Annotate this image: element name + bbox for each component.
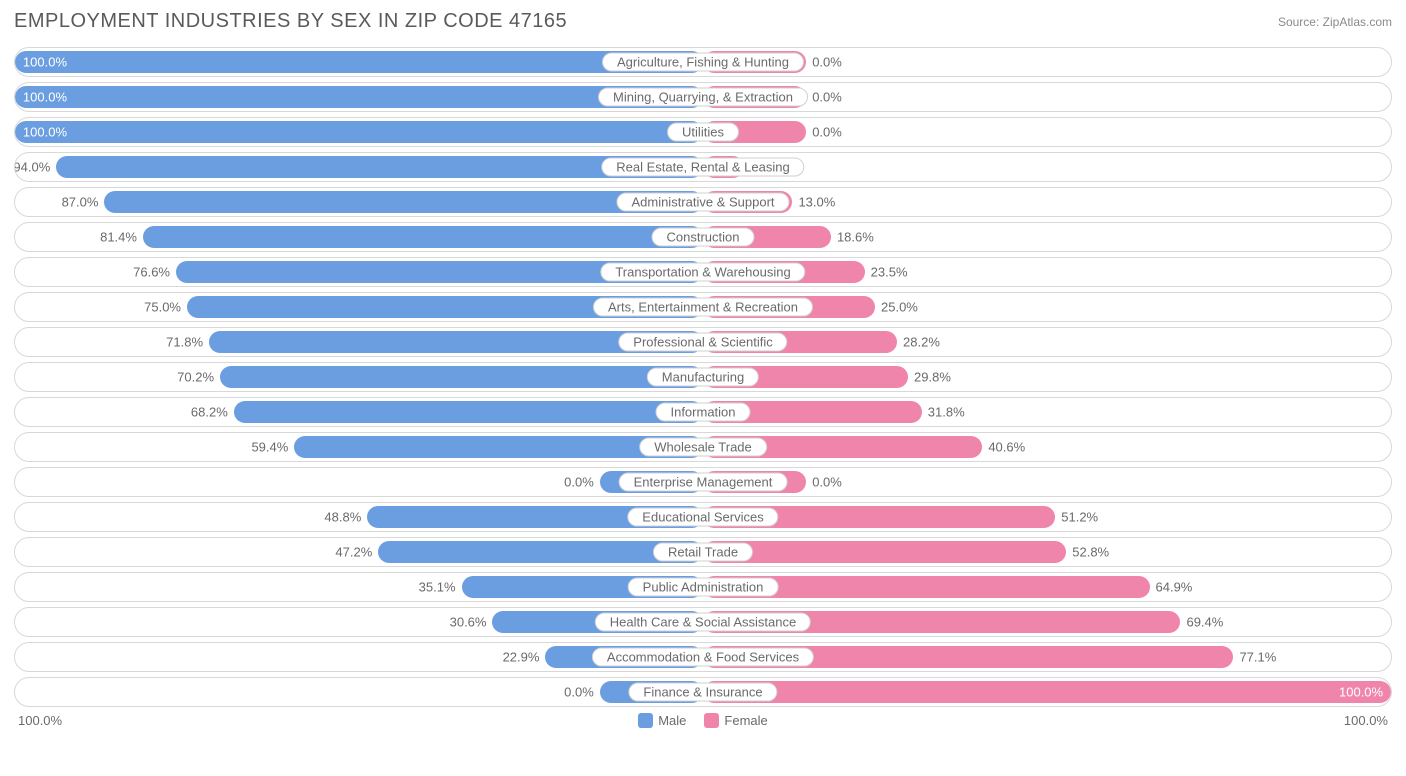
legend-female-label: Female (724, 713, 767, 728)
category-label: Information (655, 403, 750, 422)
chart-row: 30.6% 69.4% Health Care & Social Assistanc… (14, 607, 1392, 637)
female-value: 23.5% (871, 265, 908, 280)
male-value: 0.0% (564, 685, 594, 700)
male-value: 87.0% (62, 195, 99, 210)
female-value: 0.0% (812, 90, 842, 105)
male-value: 59.4% (251, 440, 288, 455)
legend-male: Male (638, 713, 686, 728)
axis-right-label: 100.0% (1344, 713, 1388, 728)
legend-female-swatch (704, 713, 719, 728)
category-label: Administrative & Support (616, 193, 789, 212)
male-bar (15, 51, 703, 73)
chart-legend: Male Female (638, 713, 768, 728)
male-value: 30.6% (450, 615, 487, 630)
chart-title: EMPLOYMENT INDUSTRIES BY SEX IN ZIP CODE… (14, 10, 567, 33)
category-label: Public Administration (628, 578, 779, 597)
chart-row: 35.1% 64.9% Public Administration (14, 572, 1392, 602)
male-value: 71.8% (166, 335, 203, 350)
chart-row: 81.4% 18.6% Construction (14, 222, 1392, 252)
chart-header: EMPLOYMENT INDUSTRIES BY SEX IN ZIP CODE… (14, 10, 1392, 33)
category-label: Health Care & Social Assistance (595, 613, 811, 632)
male-bar (143, 226, 703, 248)
chart-row: 100.0% 0.0% Mining, Quarrying, & Extractio… (14, 82, 1392, 112)
female-bar (703, 681, 1391, 703)
male-value: 0.0% (564, 475, 594, 490)
category-label: Educational Services (627, 508, 778, 527)
category-label: Utilities (667, 123, 739, 142)
chart-row: 94.0%6.0%Real Estate, Rental & Leasing (14, 152, 1392, 182)
male-value: 81.4% (100, 230, 137, 245)
female-value: 31.8% (928, 405, 965, 420)
legend-male-swatch (638, 713, 653, 728)
category-label: Finance & Insurance (628, 683, 777, 702)
chart-row: 0.0% 0.0% Enterprise Management (14, 467, 1392, 497)
chart-row: 48.8% 51.2% Educational Services (14, 502, 1392, 532)
female-value: 28.2% (903, 335, 940, 350)
category-label: Enterprise Management (619, 473, 788, 492)
category-label: Arts, Entertainment & Recreation (593, 298, 813, 317)
axis-left-label: 100.0% (18, 713, 62, 728)
male-value: 76.6% (133, 265, 170, 280)
female-value: 40.6% (988, 440, 1025, 455)
female-value: 0.0% (812, 55, 842, 70)
male-value: 22.9% (503, 650, 540, 665)
category-label: Real Estate, Rental & Leasing (601, 158, 804, 177)
male-value: 35.1% (419, 580, 456, 595)
category-label: Professional & Scientific (618, 333, 787, 352)
male-value: 47.2% (335, 545, 372, 560)
chart-row: 100.0% 0.0% Agriculture, Fishing & Hunting (14, 47, 1392, 77)
chart-row: 87.0% 13.0% Administrative & Support (14, 187, 1392, 217)
male-bar (220, 366, 703, 388)
chart-row: 47.2% 52.8% Retail Trade (14, 537, 1392, 567)
male-bar (234, 401, 703, 423)
male-value: 100.0% (23, 90, 67, 105)
male-value: 48.8% (324, 510, 361, 525)
female-value: 0.0% (812, 475, 842, 490)
legend-male-label: Male (658, 713, 686, 728)
category-label: Manufacturing (647, 368, 759, 387)
chart-axis: 100.0% Male Female 100.0% (14, 713, 1392, 728)
female-value: 77.1% (1239, 650, 1276, 665)
male-value: 68.2% (191, 405, 228, 420)
chart-row: 71.8% 28.2% Professional & Scientific (14, 327, 1392, 357)
chart-source: Source: ZipAtlas.com (1278, 15, 1392, 29)
category-label: Accommodation & Food Services (592, 648, 814, 667)
male-bar (15, 121, 703, 143)
male-value: 94.0% (14, 160, 50, 175)
female-value: 52.8% (1072, 545, 1109, 560)
male-value: 75.0% (144, 300, 181, 315)
female-bar (703, 541, 1066, 563)
chart-row: 59.4% 40.6% Wholesale Trade (14, 432, 1392, 462)
chart-row: 100.0% 0.0% Utilities (14, 117, 1392, 147)
female-value: 69.4% (1186, 615, 1223, 630)
chart-row: 68.2% 31.8% Information (14, 397, 1392, 427)
female-value: 29.8% (914, 370, 951, 385)
female-value: 51.2% (1061, 510, 1098, 525)
chart-row: 70.2% 29.8% Manufacturing (14, 362, 1392, 392)
male-value: 70.2% (177, 370, 214, 385)
category-label: Construction (652, 228, 755, 247)
female-value: 18.6% (837, 230, 874, 245)
chart-row: 75.0% 25.0% Arts, Entertainment & Recreati… (14, 292, 1392, 322)
category-label: Mining, Quarrying, & Extraction (598, 88, 808, 107)
chart-body: 100.0% 0.0% Agriculture, Fishing & Hunting… (14, 47, 1392, 707)
legend-female: Female (704, 713, 767, 728)
chart-row: 76.6% 23.5% Transportation & Warehousing (14, 257, 1392, 287)
male-value: 100.0% (23, 125, 67, 140)
chart-row: 22.9% 77.1% Accommodation & Food Services (14, 642, 1392, 672)
chart-row: 0.0% 100.0% Finance & Insurance (14, 677, 1392, 707)
category-label: Wholesale Trade (639, 438, 767, 457)
male-bar (104, 191, 703, 213)
female-value: 64.9% (1156, 580, 1193, 595)
category-label: Agriculture, Fishing & Hunting (602, 53, 804, 72)
female-value: 13.0% (798, 195, 835, 210)
female-value: 25.0% (881, 300, 918, 315)
female-value: 0.0% (812, 125, 842, 140)
male-value: 100.0% (23, 55, 67, 70)
category-label: Retail Trade (653, 543, 753, 562)
category-label: Transportation & Warehousing (600, 263, 805, 282)
female-value: 100.0% (1339, 685, 1383, 700)
